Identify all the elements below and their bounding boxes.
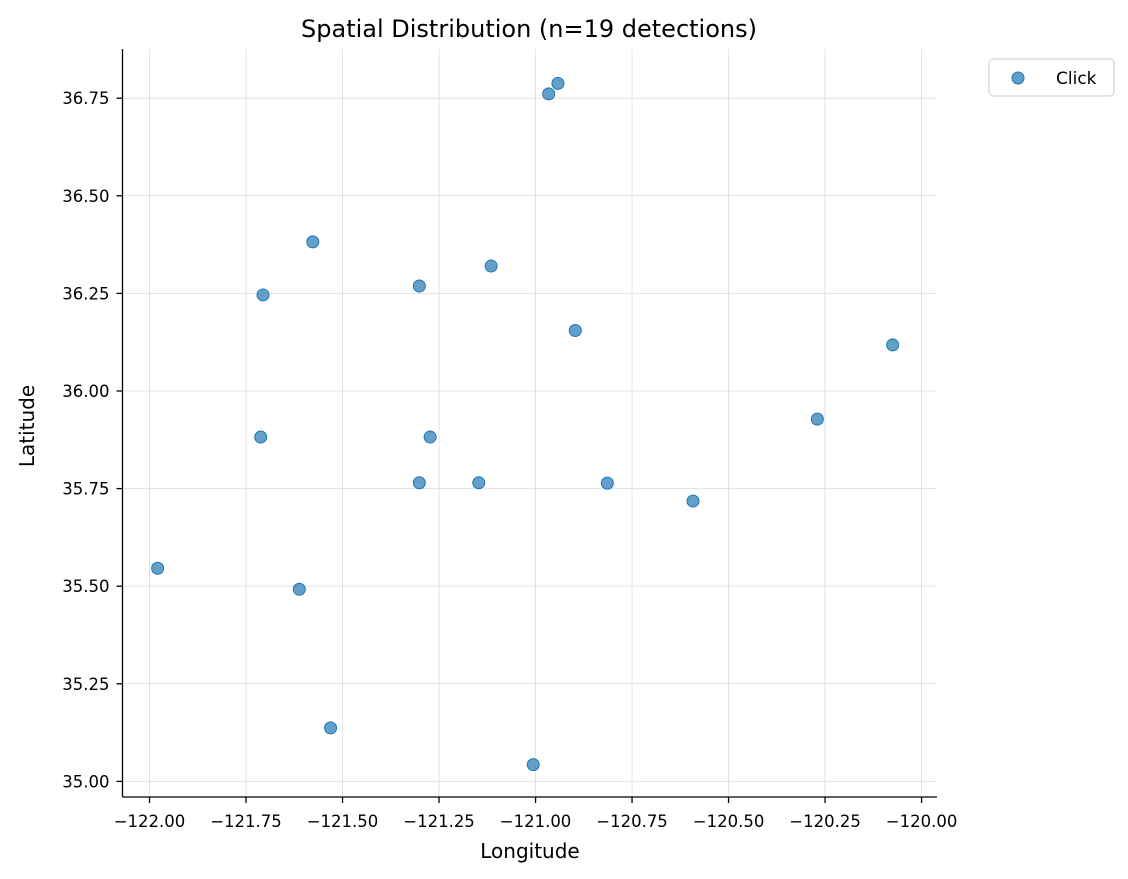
data-point	[886, 338, 900, 352]
data-point	[292, 582, 306, 596]
x-tick-label: −122.00	[114, 812, 186, 831]
data-point	[686, 494, 700, 508]
data-point	[551, 76, 565, 90]
x-tick-label: −120.75	[596, 812, 668, 831]
data-point	[324, 721, 338, 735]
y-tick-label: 35.25	[62, 675, 109, 694]
data-point	[423, 430, 437, 444]
x-tick-label: −120.00	[886, 812, 958, 831]
x-tick-label: −121.75	[210, 812, 282, 831]
y-axis-ticks: 35.00 35.25 35.50 35.75 36.00 36.25 36.50 36.75	[62, 89, 123, 791]
data-point	[254, 430, 268, 444]
y-tick-label: 35.00	[62, 772, 109, 791]
data-point	[472, 476, 486, 490]
data-point	[484, 259, 498, 273]
chart-title: Spatial Distribution (n=19 detections)	[301, 15, 757, 43]
legend-marker-click	[1011, 71, 1025, 85]
x-tick-label: −120.50	[693, 812, 765, 831]
y-tick-label: 36.00	[62, 382, 109, 401]
x-axis-ticks: −122.00 −121.75 −121.50 −121.25 −121.00 −120.…	[114, 797, 958, 831]
legend-frame	[988, 58, 1115, 97]
grid-lines	[122, 49, 937, 797]
data-point	[256, 288, 270, 302]
data-point	[568, 323, 582, 337]
data-point	[542, 87, 556, 101]
data-point	[306, 235, 320, 249]
data-point	[412, 279, 426, 293]
x-tick-label: −121.25	[403, 812, 475, 831]
y-tick-label: 36.50	[62, 187, 109, 206]
y-tick-label: 35.75	[62, 480, 109, 499]
axes	[121, 49, 937, 798]
x-axis-label: Longitude	[480, 839, 579, 863]
y-tick-label: 36.75	[62, 89, 109, 108]
data-point	[600, 476, 614, 490]
y-tick-label: 35.50	[62, 577, 109, 596]
x-tick-label: −121.00	[500, 812, 572, 831]
y-axis-label: Latitude	[15, 385, 39, 467]
data-point	[810, 412, 824, 426]
data-point	[412, 476, 426, 490]
legend-label-click: Click	[1056, 69, 1097, 89]
x-tick-label: −121.50	[307, 812, 379, 831]
data-point	[151, 561, 165, 575]
data-point	[526, 758, 540, 772]
x-tick-label: −120.25	[789, 812, 861, 831]
data-points	[151, 76, 900, 772]
y-tick-label: 36.25	[62, 284, 109, 303]
legend: Click	[988, 58, 1115, 97]
